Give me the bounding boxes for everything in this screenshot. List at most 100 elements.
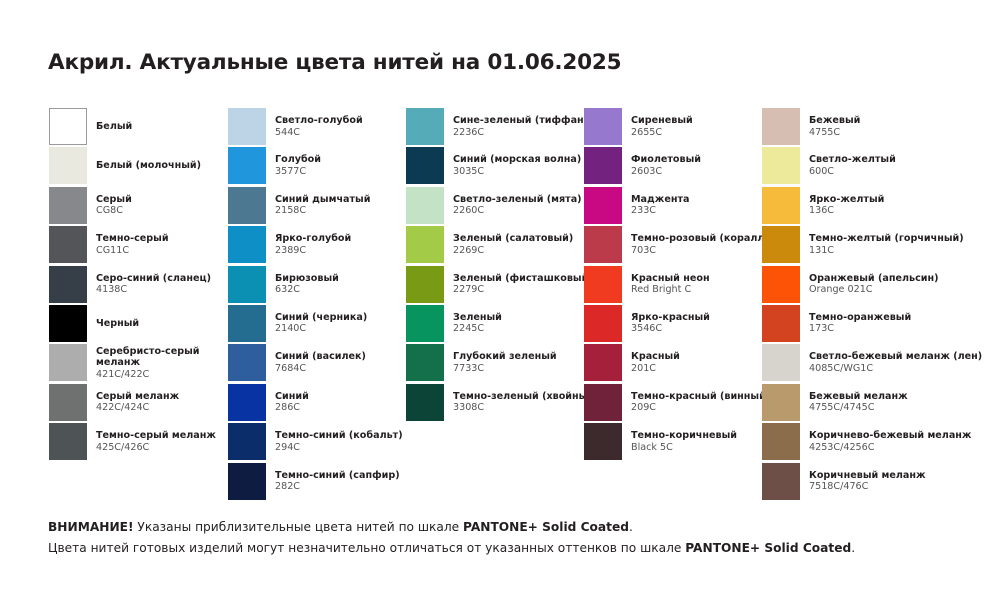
color-label: Синий (василек) 7684C	[275, 344, 366, 381]
pantone-code: 632C	[275, 284, 301, 296]
color-swatch	[406, 186, 444, 224]
pantone-code: 3577C	[275, 165, 307, 177]
color-swatch	[228, 186, 266, 224]
color-name: Коричневый меланж	[809, 469, 926, 481]
pantone-code: 201C	[631, 362, 657, 374]
color-swatch	[584, 423, 622, 461]
color-swatch	[406, 344, 444, 382]
color-label: Бежевый меланж 4755C/4745C	[809, 384, 908, 421]
color-name: Оранжевый (апельсин)	[809, 272, 939, 284]
color-label: Ярко-красный 3546C	[631, 305, 710, 342]
color-swatch	[584, 147, 622, 185]
color-label: Ярко-желтый 136C	[809, 187, 884, 224]
color-name: Зеленый	[453, 311, 502, 323]
color-label: Зеленый (фисташковый) 2279C	[453, 266, 593, 303]
color-label: Коричневый меланж 7518C/476C	[809, 463, 926, 500]
color-label: Темно-коричневый Black 5C	[631, 423, 737, 460]
color-label: Светло-бежевый меланж (лен) 4085C/WG1C	[809, 344, 982, 381]
color-swatch	[49, 383, 87, 421]
color-name: Темно-синий (сапфир)	[275, 469, 400, 481]
color-name: Ярко-голубой	[275, 233, 352, 245]
color-swatch	[228, 265, 266, 303]
pantone-code: 2389C	[275, 244, 307, 256]
color-label: Темно-зеленый (хвойный) 3308C	[453, 384, 598, 421]
color-swatch	[49, 108, 87, 145]
color-label: Коричнево-бежевый меланж 4253C/4256C	[809, 423, 971, 460]
color-label: Красный неон Red Bright C	[631, 266, 710, 303]
pantone-code: 422C/424C	[96, 402, 150, 414]
pantone-code: 131C	[809, 244, 835, 256]
color-swatch	[762, 423, 800, 461]
pantone-code: Orange 021C	[809, 284, 873, 296]
color-swatch	[49, 344, 87, 382]
color-swatch	[762, 226, 800, 264]
color-swatch	[49, 423, 87, 461]
color-name: Голубой	[275, 154, 321, 166]
color-name: Темно-красный (винный)	[631, 390, 771, 402]
color-name: Фиолетовый	[631, 154, 701, 166]
color-label: Черный	[96, 305, 139, 342]
color-swatch	[49, 304, 87, 342]
color-name: Сине-зеленый (тиффани)	[453, 115, 595, 126]
color-swatch	[762, 344, 800, 382]
color-swatch	[228, 383, 266, 421]
footer-text: Указаны приблизительные цвета нитей по ш…	[133, 520, 464, 534]
pantone-code: 703C	[631, 244, 657, 256]
color-name: Черный	[96, 317, 140, 329]
pantone-code: 7733C	[453, 362, 485, 374]
color-name: Сиреневый	[631, 115, 693, 126]
pantone-code: 3308C	[453, 402, 485, 414]
color-name: Зеленый (салатовый)	[453, 233, 574, 245]
color-swatch	[584, 344, 622, 382]
color-label: Оранжевый (апельсин) Orange 021C	[809, 266, 939, 303]
color-name: Ярко-желтый	[809, 193, 885, 205]
color-name: Бежевый меланж	[809, 390, 908, 402]
color-label: Темно-красный (винный) 209C	[631, 384, 770, 421]
color-name: Красный	[631, 351, 680, 363]
color-name: Темно-коричневый	[631, 430, 737, 442]
color-name: Светло-голубой	[275, 115, 363, 126]
color-label: Серый CG8C	[96, 187, 132, 224]
color-label: Сиреневый 2655C	[631, 108, 693, 145]
pantone-code: 2603C	[631, 165, 663, 177]
color-label: Синий дымчатый 2158C	[275, 187, 370, 224]
color-name: Глубокий зеленый	[453, 351, 557, 363]
color-label: Синий 286C	[275, 384, 309, 421]
pantone-code: 7518C/476C	[809, 481, 869, 493]
color-name: Темно-серый	[96, 233, 169, 245]
pantone-code: 233C	[631, 205, 657, 217]
color-swatch	[762, 383, 800, 421]
pantone-code: 2140C	[275, 323, 307, 335]
color-label: Темно-серый меланж 425C/426C	[96, 423, 216, 460]
color-swatch	[406, 226, 444, 264]
color-swatch	[228, 423, 266, 461]
color-label: Зеленый 2245C	[453, 305, 502, 342]
pantone-code: 600C	[809, 165, 835, 177]
color-name: Красный неон	[631, 272, 710, 284]
warning-label: ВНИМАНИЕ!	[48, 520, 134, 534]
pantone-code: 544C	[275, 126, 301, 138]
color-name: Зеленый (фисташковый)	[453, 272, 593, 284]
color-name: Темно-синий (кобальт)	[275, 430, 403, 442]
page-title: Акрил. Актуальные цвета нитей на 01.06.2…	[48, 50, 622, 75]
color-swatch	[49, 147, 87, 185]
color-swatch	[762, 462, 800, 500]
color-swatch	[762, 108, 800, 145]
color-label: Глубокий зеленый 7733C	[453, 344, 557, 381]
color-swatch	[406, 265, 444, 303]
color-name: Серый меланж	[96, 390, 180, 402]
color-name: Синий (черника)	[275, 311, 368, 323]
color-swatch	[762, 186, 800, 224]
color-swatch	[49, 226, 87, 264]
color-name: Синий (василек)	[275, 351, 366, 363]
pantone-code: 173C	[809, 323, 835, 335]
pantone-code: 425C/426C	[96, 441, 150, 453]
footer-punct: .	[628, 520, 633, 534]
pantone-code: Black 5C	[631, 441, 673, 453]
color-swatch	[762, 147, 800, 185]
footer-note-1: ВНИМАНИЕ! Указаны приблизительные цвета …	[48, 520, 633, 534]
color-label: Серо-синий (сланец) 4138C	[96, 266, 211, 303]
footer-punct: .	[851, 541, 856, 555]
color-swatch	[406, 304, 444, 342]
color-name: Бирюзовый	[275, 272, 339, 284]
